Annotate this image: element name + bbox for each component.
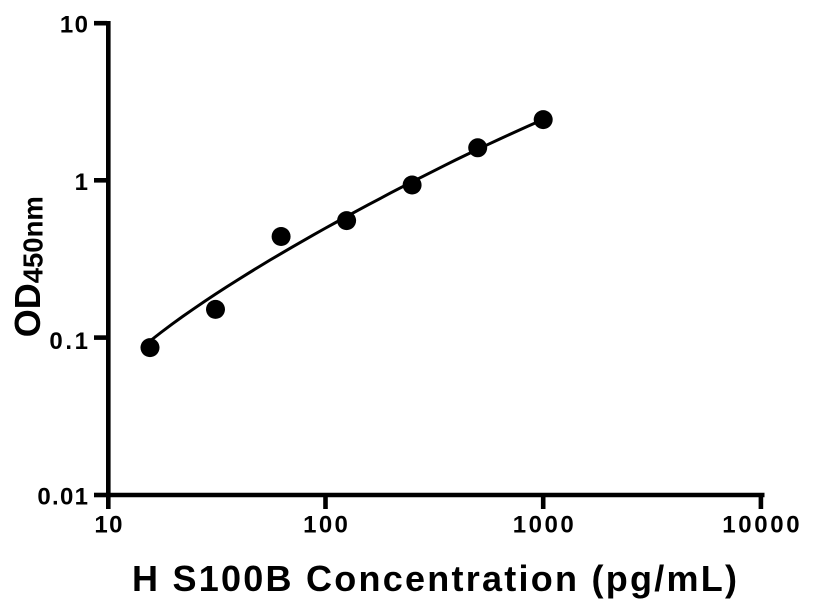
svg-text:H S100B Concentration (pg/mL): H S100B Concentration (pg/mL) [132, 558, 737, 599]
svg-text:10: 10 [94, 511, 122, 538]
svg-text:10: 10 [60, 11, 88, 38]
svg-text:1: 1 [75, 169, 88, 196]
svg-text:0.01: 0.01 [37, 484, 88, 511]
svg-text:100: 100 [303, 511, 348, 538]
svg-text:10000: 10000 [722, 511, 799, 538]
svg-text:0.1: 0.1 [49, 328, 88, 355]
